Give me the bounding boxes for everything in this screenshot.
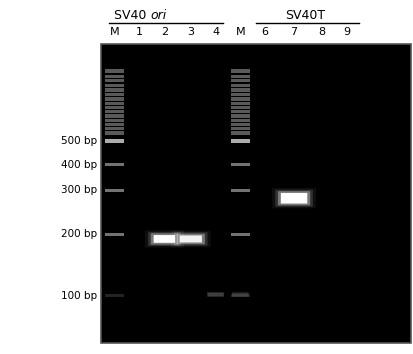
Bar [231,119,250,122]
Bar [231,163,250,166]
Bar [105,79,124,82]
Bar [105,163,124,166]
FancyBboxPatch shape [281,193,307,204]
Bar [105,233,124,236]
Text: 3: 3 [188,27,194,37]
Bar [105,84,124,87]
Bar [105,106,124,109]
Bar [231,102,250,105]
Bar [105,119,124,122]
Text: M: M [110,27,120,37]
Bar [231,69,250,73]
Bar [105,93,124,96]
Bar [231,131,250,135]
FancyBboxPatch shape [177,234,205,244]
FancyBboxPatch shape [151,233,178,245]
Bar [231,110,250,113]
Bar [231,127,250,130]
Bar [105,69,124,73]
Text: 9: 9 [343,27,351,37]
FancyBboxPatch shape [275,190,313,207]
Bar [105,189,124,192]
Bar [231,294,250,297]
Bar [101,44,411,343]
FancyBboxPatch shape [145,230,184,248]
Bar [231,79,250,82]
Text: 300 bp: 300 bp [61,185,97,195]
Bar [105,131,124,135]
FancyBboxPatch shape [278,191,310,205]
FancyBboxPatch shape [180,235,202,242]
FancyBboxPatch shape [207,292,224,297]
Text: 2: 2 [161,27,168,37]
Text: ori: ori [151,10,167,22]
Bar [231,114,250,118]
Text: SV40T: SV40T [285,10,326,22]
Text: 6: 6 [262,27,268,37]
Bar [105,139,124,143]
Bar [231,75,250,78]
Bar [231,93,250,96]
FancyBboxPatch shape [232,292,249,297]
Bar [231,189,250,192]
FancyBboxPatch shape [148,232,181,246]
Text: SV40: SV40 [114,10,151,22]
Text: M: M [235,27,245,37]
Text: 4: 4 [212,27,219,37]
Bar [105,127,124,130]
Bar [231,84,250,87]
Bar [231,233,250,236]
Text: 1: 1 [136,27,143,37]
Text: 7: 7 [290,27,298,37]
Bar [105,97,124,101]
Text: 100 bp: 100 bp [61,291,97,301]
Bar [105,114,124,118]
Bar [105,88,124,92]
Text: 500 bp: 500 bp [61,136,97,146]
Text: 400 bp: 400 bp [61,160,97,170]
FancyBboxPatch shape [154,235,175,243]
Bar [105,110,124,113]
FancyBboxPatch shape [174,232,208,246]
Bar [231,97,250,101]
Bar [231,139,250,143]
Bar [105,75,124,78]
FancyBboxPatch shape [171,231,211,247]
Bar [231,88,250,92]
Bar [231,106,250,109]
Text: 8: 8 [318,27,325,37]
Bar [105,102,124,105]
Bar [231,123,250,126]
Bar [105,294,124,297]
Bar [105,123,124,126]
FancyBboxPatch shape [272,188,316,208]
Text: 200 bp: 200 bp [61,229,97,239]
